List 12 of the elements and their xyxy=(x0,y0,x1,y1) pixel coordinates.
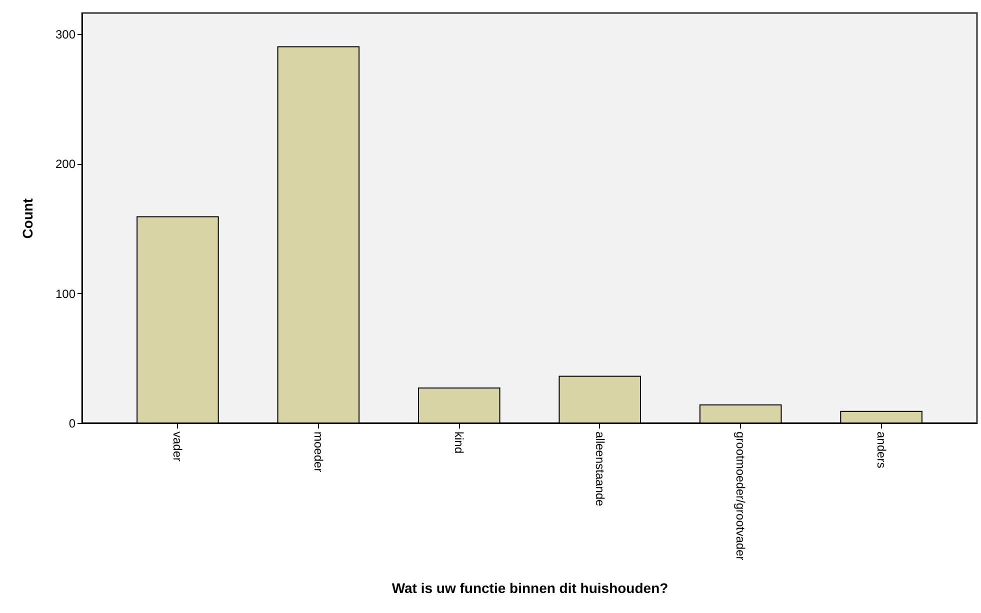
x-tick-label: moeder xyxy=(311,432,326,472)
y-axis-title: Count xyxy=(19,198,36,239)
x-tick-label: grootmoeder/grootvader xyxy=(734,432,748,560)
y-tick-label: 300 xyxy=(55,27,76,42)
x-tick-label: anders xyxy=(874,432,888,468)
x-axis-title: Wat is uw functie binnen dit huishouden? xyxy=(392,580,668,596)
y-tick-label: 200 xyxy=(55,157,76,172)
x-tick-label: alleenstaande xyxy=(592,432,607,507)
y-tick-label: 100 xyxy=(55,286,76,301)
x-tick-label: vader xyxy=(170,432,185,462)
x-tick-label: kind xyxy=(452,432,466,454)
y-tick-label: 0 xyxy=(68,416,76,430)
